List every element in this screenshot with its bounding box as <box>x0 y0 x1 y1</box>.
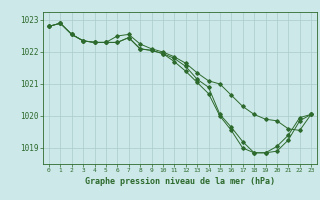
X-axis label: Graphe pression niveau de la mer (hPa): Graphe pression niveau de la mer (hPa) <box>85 177 275 186</box>
